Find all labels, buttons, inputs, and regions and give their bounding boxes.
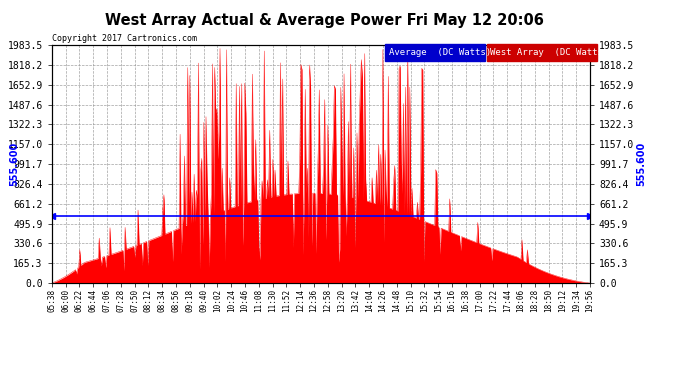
Text: West Array  (DC Watts): West Array (DC Watts): [490, 48, 609, 57]
Text: Copyright 2017 Cartronics.com: Copyright 2017 Cartronics.com: [52, 34, 197, 43]
Text: 555.600: 555.600: [637, 142, 647, 186]
Text: West Array Actual & Average Power Fri May 12 20:06: West Array Actual & Average Power Fri Ma…: [105, 13, 544, 28]
Text: Average  (DC Watts): Average (DC Watts): [389, 48, 491, 57]
Text: 555.600: 555.600: [9, 142, 19, 186]
